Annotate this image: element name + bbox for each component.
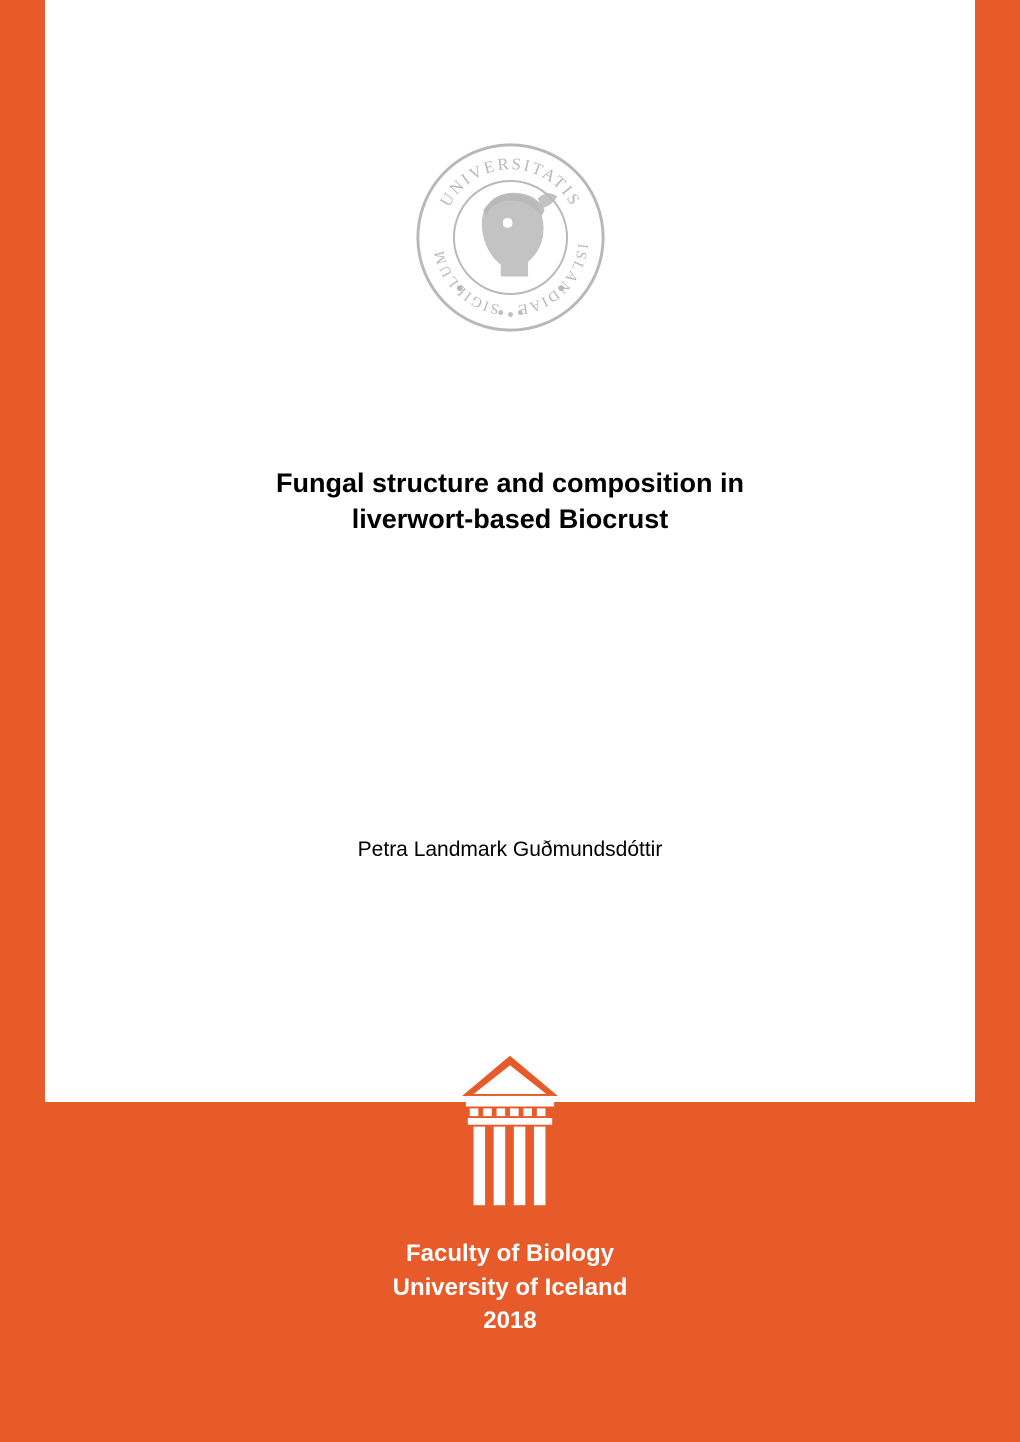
faculty-text-block: Faculty of Biology University of Iceland… [393,1237,628,1338]
columns-icon [453,1047,568,1212]
right-border-stripe [975,0,1020,1442]
lower-section: Faculty of Biology University of Iceland… [45,1102,975,1442]
seal-icon: UNIVERSITATIS SIGILLUM ISLANDIAE [413,140,608,335]
author-name: Petra Landmark Guðmundsdóttir [358,838,663,862]
athena-head-icon [481,193,557,277]
university-name: University of Iceland [393,1271,628,1305]
title-line-2: liverwort-based Biocrust [352,504,669,534]
seal-left-text: SIGILLUM [431,247,501,317]
year: 2018 [393,1304,628,1338]
faculty-logo [453,1047,568,1217]
thesis-title: Fungal structure and composition in live… [276,465,744,538]
university-seal: UNIVERSITATIS SIGILLUM ISLANDIAE [413,140,608,335]
title-line-1: Fungal structure and composition in [276,468,744,498]
left-border-stripe [0,0,45,1442]
content-area: UNIVERSITATIS SIGILLUM ISLANDIAE [45,0,975,1442]
svg-text:SIGILLUM: SIGILLUM [431,247,501,317]
upper-section: UNIVERSITATIS SIGILLUM ISLANDIAE [45,0,975,1102]
faculty-name: Faculty of Biology [393,1237,628,1271]
